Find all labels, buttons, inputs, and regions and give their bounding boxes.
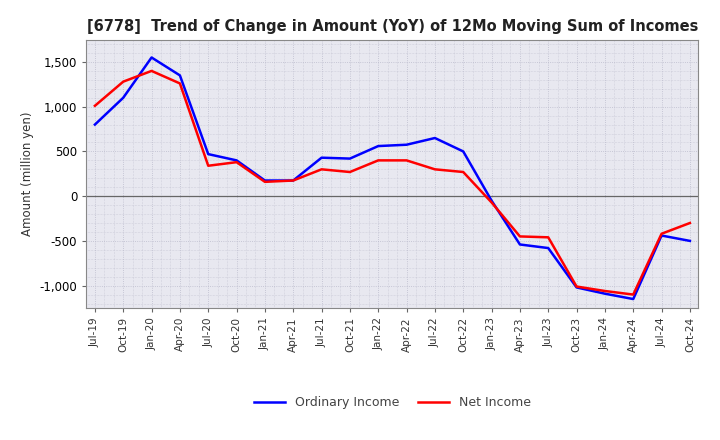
Line: Ordinary Income: Ordinary Income	[95, 58, 690, 299]
Net Income	[176, 81, 184, 86]
Net Income	[459, 169, 467, 175]
Net Income	[487, 200, 496, 205]
Ordinary Income	[657, 233, 666, 238]
Net Income	[204, 163, 212, 169]
Net Income	[119, 79, 127, 84]
Ordinary Income	[148, 55, 156, 60]
Net Income	[657, 231, 666, 236]
Ordinary Income	[600, 291, 609, 296]
Y-axis label: Amount (million yen): Amount (million yen)	[21, 112, 34, 236]
Net Income	[572, 284, 581, 289]
Ordinary Income	[176, 73, 184, 78]
Ordinary Income	[544, 246, 552, 251]
Net Income	[600, 288, 609, 293]
Line: Net Income: Net Income	[95, 71, 690, 295]
Ordinary Income	[431, 136, 439, 141]
Net Income	[629, 292, 637, 297]
Ordinary Income	[685, 238, 694, 244]
Ordinary Income	[289, 178, 297, 183]
Net Income	[91, 103, 99, 108]
Net Income	[261, 179, 269, 184]
Net Income	[685, 220, 694, 226]
Net Income	[346, 169, 354, 175]
Ordinary Income	[374, 143, 382, 149]
Ordinary Income	[233, 158, 241, 163]
Net Income	[402, 158, 411, 163]
Ordinary Income	[119, 95, 127, 100]
Ordinary Income	[459, 149, 467, 154]
Net Income	[318, 167, 326, 172]
Ordinary Income	[516, 242, 524, 247]
Ordinary Income	[346, 156, 354, 161]
Net Income	[289, 178, 297, 183]
Net Income	[374, 158, 382, 163]
Ordinary Income	[204, 151, 212, 157]
Ordinary Income	[572, 285, 581, 290]
Ordinary Income	[318, 155, 326, 160]
Net Income	[544, 235, 552, 240]
Net Income	[233, 160, 241, 165]
Ordinary Income	[91, 122, 99, 127]
Ordinary Income	[629, 297, 637, 302]
Ordinary Income	[261, 178, 269, 183]
Net Income	[516, 234, 524, 239]
Ordinary Income	[487, 198, 496, 203]
Net Income	[148, 68, 156, 73]
Net Income	[431, 167, 439, 172]
Legend: Ordinary Income, Net Income: Ordinary Income, Net Income	[248, 392, 536, 414]
Ordinary Income	[402, 142, 411, 147]
Title: [6778]  Trend of Change in Amount (YoY) of 12Mo Moving Sum of Incomes: [6778] Trend of Change in Amount (YoY) o…	[86, 19, 698, 34]
